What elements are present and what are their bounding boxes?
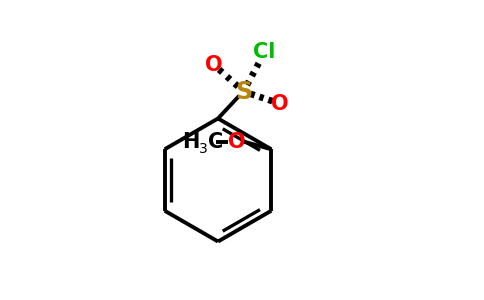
Text: Cl: Cl	[253, 43, 276, 62]
Text: S: S	[235, 80, 252, 103]
Text: O: O	[271, 94, 288, 113]
Text: H: H	[182, 132, 199, 152]
Text: O: O	[205, 55, 222, 74]
Text: 3: 3	[199, 142, 208, 156]
Text: C: C	[208, 132, 224, 152]
Text: O: O	[228, 132, 245, 152]
